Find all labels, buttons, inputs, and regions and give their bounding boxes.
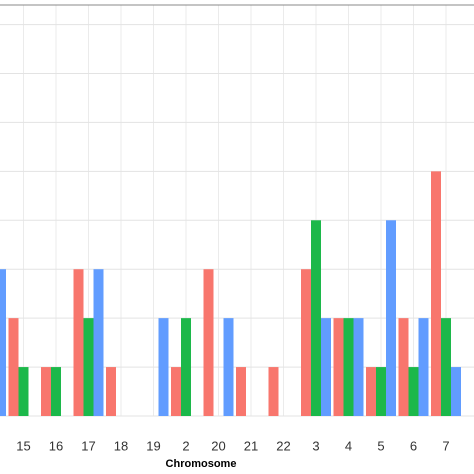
bar: [158, 318, 169, 416]
x-tick-label: 20: [211, 438, 225, 453]
bar: [181, 318, 191, 416]
bar: [0, 269, 6, 416]
bar: [268, 367, 279, 416]
x-tick-label: 22: [276, 438, 290, 453]
bar: [398, 318, 409, 416]
x-tick-label: 7: [442, 438, 449, 453]
bar: [18, 367, 29, 416]
bar: [301, 269, 311, 416]
bar: [451, 367, 461, 416]
bar: [93, 269, 104, 416]
bar: [366, 367, 376, 416]
bar: [73, 269, 84, 416]
bar: [83, 318, 94, 416]
bar: [333, 318, 344, 416]
bar: [418, 318, 429, 416]
bar: [353, 318, 364, 416]
bar: [408, 367, 419, 416]
x-tick-label: 21: [244, 438, 258, 453]
bar: [51, 367, 61, 416]
x-axis-label: Chromosome: [166, 458, 237, 470]
bar: [171, 367, 181, 416]
x-tick-label: 3: [312, 438, 319, 453]
bar: [223, 318, 234, 416]
x-tick-label: 5: [377, 438, 384, 453]
x-tick-label: 16: [49, 438, 63, 453]
bar: [203, 269, 214, 416]
bar: [106, 367, 116, 416]
x-tick-label: 17: [81, 438, 95, 453]
x-tick-label: 15: [16, 438, 30, 453]
bar: [431, 171, 441, 416]
bar: [236, 367, 246, 416]
bar: [311, 220, 321, 416]
bar: [321, 318, 331, 416]
bar: [8, 318, 19, 416]
bar: [41, 367, 51, 416]
x-tick-label: 4: [345, 438, 352, 453]
bar: [441, 318, 451, 416]
x-tick-label: 2: [182, 438, 189, 453]
x-tick-label: 18: [114, 438, 128, 453]
x-tick-label: 19: [146, 438, 160, 453]
x-tick-label: 6: [410, 438, 417, 453]
bar: [386, 220, 396, 416]
bar: [376, 367, 386, 416]
bar: [343, 318, 354, 416]
